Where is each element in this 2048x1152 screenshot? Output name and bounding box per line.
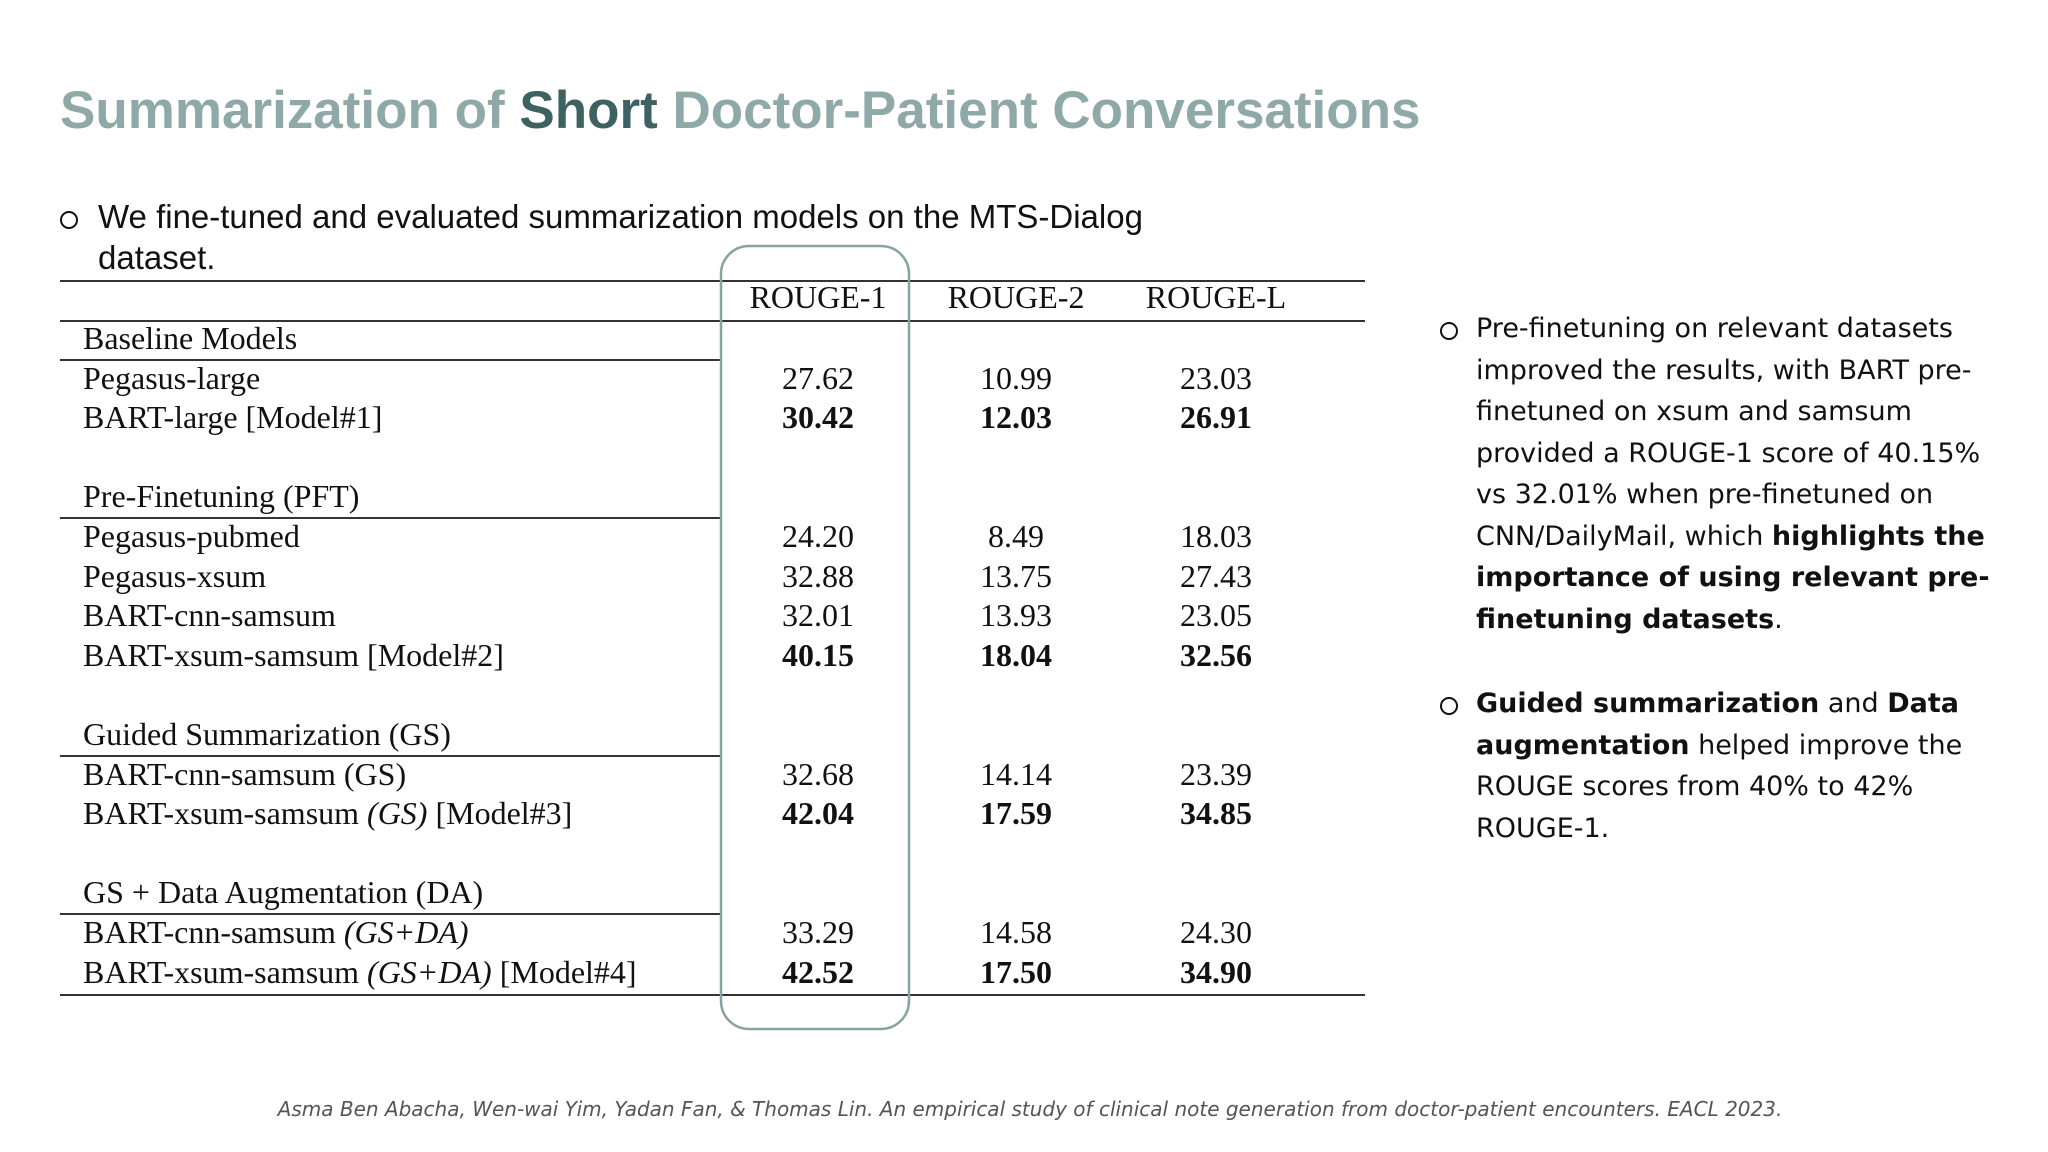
table-cell: 27.43 (1180, 557, 1252, 594)
table-cell: 18.04 (980, 636, 1052, 673)
title-part: Short (519, 81, 658, 140)
table-cell: 26.91 (1180, 399, 1252, 436)
model-part: (GS+DA) (367, 953, 492, 990)
table-cell: 14.58 (980, 914, 1052, 950)
table-cell: GS + Data Augmentation (DA) (83, 874, 484, 911)
table-rule (60, 359, 720, 361)
table-cell: 34.90 (1180, 953, 1252, 990)
table-rule (60, 993, 1365, 996)
model-part: BART-cnn-samsum (GS) (83, 755, 407, 792)
bullet (60, 211, 78, 229)
table-cell: 23.03 (1180, 359, 1252, 396)
model-name: BART-cnn-samsum (GS) (83, 754, 406, 794)
table-cell: 32.88 (782, 557, 854, 594)
table-cell: Guided Summarization (GS) (83, 716, 451, 752)
table-rule (60, 320, 1365, 322)
table-cell: 42.04 (782, 795, 854, 832)
model-part: (GS+DA) (343, 914, 469, 950)
intro-text: We fine-tuned and evaluated summarizatio… (98, 198, 1143, 276)
model-name: BART-cnn-samsum (83, 595, 336, 635)
table-cell: 23.39 (1180, 755, 1252, 792)
title-part: Summarization of (60, 81, 520, 140)
table-cell: 13.93 (980, 597, 1052, 634)
model-name: BART-xsum-samsum (GS+DA) [Model#4] (83, 952, 637, 992)
model-part: BART-large [Model#1] (83, 399, 383, 436)
table-rule (60, 913, 720, 916)
table-cell: 32.68 (782, 755, 854, 792)
table-cell: ROUGE-1 (749, 279, 887, 315)
table-cell: 23.05 (1180, 597, 1252, 634)
model-part: Pegasus-pubmed (83, 518, 300, 554)
finding-part: . (1774, 603, 1783, 635)
finding-part: and (1819, 688, 1888, 719)
table-cell: Baseline Models (83, 320, 298, 356)
model-part: [Model#3] (427, 795, 573, 832)
table-rule (60, 755, 720, 757)
table-cell: 27.62 (782, 359, 854, 396)
finding-part: Guided summarization (1476, 688, 1820, 719)
highlight-box (719, 244, 911, 1031)
finding: Guided summarization and Data augmentati… (1476, 683, 2011, 849)
model-part: BART-cnn-samsum (83, 597, 336, 634)
table-cell: 33.29 (782, 914, 854, 950)
finding: Pre-finetuning on relevant datasets impr… (1476, 308, 2011, 640)
table-cell: 34.85 (1180, 795, 1252, 832)
model-part: BART-cnn-samsum (83, 914, 344, 950)
table-cell: ROUGE-2 (947, 279, 1085, 315)
model-part: Pegasus-xsum (83, 557, 267, 594)
table-cell: 12.03 (980, 399, 1052, 436)
model-part: BART-xsum-samsum [Model#2] (83, 636, 504, 673)
finding-part: Pre-finetuning on relevant datasets impr… (1476, 313, 1981, 552)
highlight-outline (719, 244, 911, 1031)
table-cell: 30.42 (782, 399, 854, 436)
table-cell: ROUGE-L (1145, 279, 1287, 315)
table-cell: 40.15 (782, 636, 854, 673)
table-cell: 18.03 (1180, 518, 1252, 554)
slide-title: Summarization of Short Doctor-Patient Co… (60, 80, 1421, 141)
model-part: [Model#4] (491, 953, 637, 990)
table-cell: 14.14 (980, 755, 1052, 792)
table-cell: 17.59 (980, 795, 1052, 832)
table-cell: 42.52 (782, 953, 854, 990)
title-part: Doctor-Patient Conversations (657, 81, 1421, 140)
table-rule (60, 280, 1365, 282)
model-name: Pegasus-xsum (83, 556, 266, 596)
model-name: BART-xsum-samsum (GS) [Model#3] (83, 793, 572, 833)
table-cell: 8.49 (988, 518, 1044, 554)
finding-part: highlights the importance of using relev… (1476, 520, 1990, 635)
citation: Asma Ben Abacha, Wen-wai Yim, Yadan Fan,… (277, 1097, 1783, 1121)
bullet (1440, 697, 1458, 715)
model-part: BART-xsum-samsum (83, 953, 368, 990)
table-cell: 13.75 (980, 557, 1052, 594)
table-cell: 17.50 (980, 953, 1052, 990)
model-name: BART-cnn-samsum (GS+DA) (83, 912, 469, 952)
table-cell: 24.30 (1180, 914, 1252, 950)
model-part: Pegasus-large (83, 359, 261, 396)
finding-part: helped improve the ROUGE scores from 40%… (1476, 729, 1963, 844)
model-name: Pegasus-large (83, 358, 260, 398)
results-table: ROUGE-1 ROUGE-2 ROUGE-L Baseline Models Pega… (60, 0, 1365, 1152)
model-part: BART-xsum-samsum (83, 795, 368, 832)
table-cell: 10.99 (980, 359, 1052, 396)
bullet (1440, 322, 1458, 340)
table-rule (60, 517, 720, 520)
model-name: BART-xsum-samsum [Model#2] (83, 635, 504, 675)
finding-part: Data augmentation (1476, 688, 1959, 761)
table-cell: 32.56 (1180, 636, 1252, 673)
table-cell: 24.20 (782, 518, 854, 554)
table-cell: Pre-Finetuning (PFT) (83, 478, 360, 515)
table-cell: 32.01 (782, 597, 854, 634)
model-part: (GS) (367, 795, 428, 832)
model-name: BART-large [Model#1] (83, 397, 382, 437)
model-name: Pegasus-pubmed (83, 516, 300, 556)
